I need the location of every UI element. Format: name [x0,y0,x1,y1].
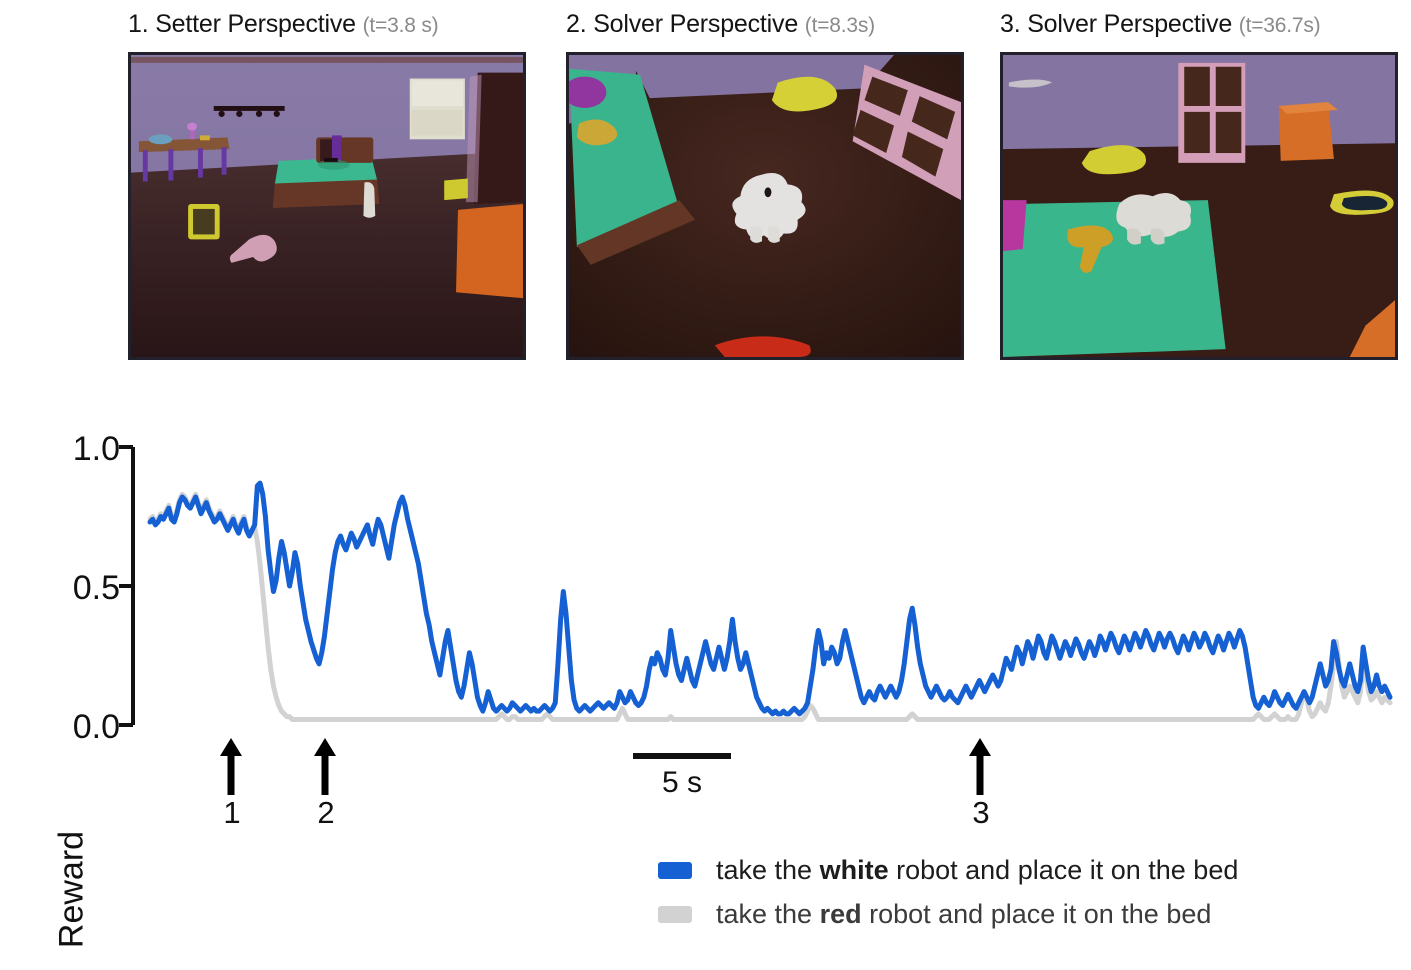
panel-title-text-3: 3. Solver Perspective [1000,10,1233,38]
panel-timestamp-2: (t=8.3s) [804,14,875,37]
arrow-label-1: 1 [223,795,241,830]
panel-title-1: 1. Setter Perspective (t=3.8 s) [128,10,439,39]
panel-title-text-2: 2. Solver Perspective [566,10,799,38]
annotation-arrow-3 [969,738,991,795]
y-tick-0.5: 0.5 [72,569,120,607]
panel-timestamp-3: (t=36.7s) [1238,14,1321,37]
reward-timeseries-chart: Reward 1.0 0.5 0.0 5 s 1 2 3 take the wh… [0,400,1411,948]
y-tick-0: 0.0 [72,708,120,746]
legend-swatch-red [658,905,692,923]
legend-label-red: take the red robot and place it on the b… [716,898,1212,929]
scene-image-solver-early [566,52,964,360]
scene-image-setter [128,52,526,360]
panel-solver-perspective-early: 2. Solver Perspective (t=8.3s) [566,10,966,362]
panel-title-3: 3. Solver Perspective (t=36.7s) [1000,10,1321,39]
series-line [147,480,1393,717]
annotation-arrow-1 [220,738,242,795]
annotation-arrow-2 [314,738,336,795]
panel-title-2: 2. Solver Perspective (t=8.3s) [566,10,875,39]
scale-bar-label: 5 s [661,766,703,799]
panel-solver-perspective-late: 3. Solver Perspective (t=36.7s) [1000,10,1400,362]
y-axis-spine [119,445,135,727]
arrow-label-3: 3 [972,795,990,830]
chart-legend: take the white robot and place it on the… [658,848,1238,936]
legend-swatch-white [658,861,692,879]
scene-image-solver-late [1000,52,1398,360]
arrow-label-2: 2 [317,795,335,830]
series-line [147,491,1393,722]
panel-timestamp-1: (t=3.8 s) [362,14,439,37]
legend-row-white[interactable]: take the white robot and place it on the… [658,848,1238,892]
panel-title-text-1: 1. Setter Perspective [128,10,356,38]
y-tick-1: 1.0 [72,430,120,468]
legend-row-red[interactable]: take the red robot and place it on the b… [658,892,1238,936]
panel-setter-perspective: 1. Setter Perspective (t=3.8 s) [128,10,528,362]
legend-label-white: take the white robot and place it on the… [716,854,1239,885]
chart-canvas [119,445,1393,795]
